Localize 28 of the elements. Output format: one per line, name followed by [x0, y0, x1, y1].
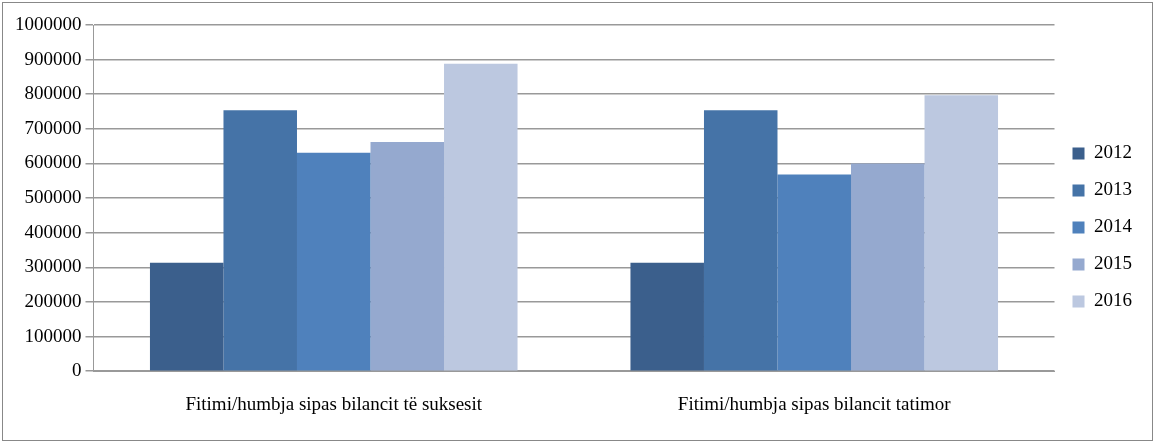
bar	[149, 262, 224, 371]
bar	[223, 110, 297, 371]
bar	[924, 95, 999, 371]
bar	[703, 110, 778, 371]
bar	[444, 63, 518, 371]
y-tick-label: 600000	[24, 151, 82, 173]
y-tick-label: 900000	[24, 47, 82, 69]
legend-label: 2016	[1094, 289, 1132, 311]
x-tick-label: Fitimi/humbja sipas bilancit të suksesit	[185, 392, 483, 414]
y-tick-label: 400000	[24, 220, 82, 242]
x-tick-label: Fitimi/humbja sipas bilancit tatimor	[677, 392, 952, 414]
bar	[851, 163, 925, 371]
y-tick-label: 800000	[24, 82, 82, 104]
y-tick-label: 500000	[24, 186, 82, 208]
bar	[370, 142, 445, 371]
bar	[777, 174, 852, 371]
legend-label: 2013	[1094, 178, 1132, 200]
y-tick-label: 0	[72, 359, 82, 381]
legend-label: 2012	[1094, 141, 1132, 163]
y-tick-label: 700000	[24, 116, 82, 138]
y-tick-label: 1000000	[15, 12, 82, 34]
y-tick-label: 200000	[24, 289, 82, 311]
bar	[630, 262, 704, 371]
y-tick-label: 300000	[24, 255, 82, 277]
legend-label: 2014	[1094, 215, 1133, 237]
bar	[296, 152, 371, 371]
legend-label: 2015	[1094, 252, 1132, 274]
y-tick-label: 100000	[24, 324, 82, 346]
